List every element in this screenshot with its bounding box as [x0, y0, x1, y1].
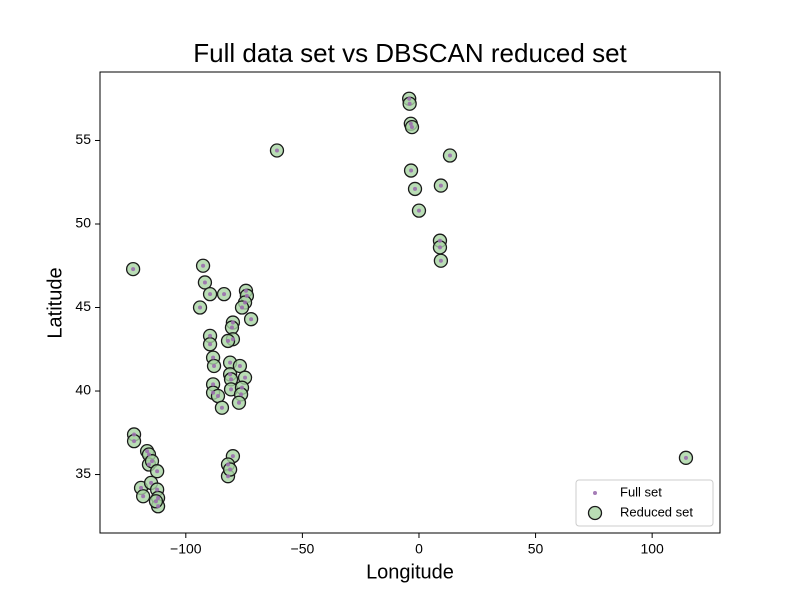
full-set-point [437, 238, 442, 243]
full-set-point [240, 305, 245, 310]
full-set-point [222, 292, 227, 297]
full-set-point [437, 245, 442, 250]
full-set-point [208, 292, 213, 297]
full-set-point [146, 452, 151, 457]
legend-label: Reduced set [620, 504, 693, 519]
full-set-point [228, 467, 233, 472]
full-set-point [202, 280, 207, 285]
y-axis-label: Latitude [44, 267, 66, 338]
full-set-point [226, 474, 231, 479]
full-set-point [146, 462, 151, 467]
x-tick-label: 50 [528, 541, 544, 557]
full-set-point [131, 267, 136, 272]
full-set-point [683, 455, 688, 460]
full-set-point [226, 462, 231, 467]
full-set-point [139, 485, 144, 490]
full-set-point [229, 377, 234, 382]
full-set-point [219, 405, 224, 410]
full-set-point [249, 317, 254, 322]
full-set-point [141, 494, 146, 499]
y-tick-label: 40 [75, 382, 91, 398]
full-set-point [132, 432, 137, 437]
plot-area [125, 91, 694, 514]
y-tick-label: 45 [75, 298, 91, 314]
full-set-point [228, 372, 233, 377]
full-set-point [145, 449, 150, 454]
full-set-point [243, 375, 248, 380]
full-set-point [438, 258, 443, 263]
full-set-point [156, 504, 161, 509]
full-set-point [229, 325, 234, 330]
full-set-point [211, 382, 216, 387]
full-set-point [149, 480, 154, 485]
legend-marker [587, 505, 603, 521]
full-set-point [208, 342, 213, 347]
full-set-point [155, 469, 160, 474]
full-set-point [447, 153, 452, 158]
full-set-point [230, 320, 235, 325]
full-set-point [408, 121, 413, 126]
x-tick-label: −100 [170, 541, 202, 557]
full-set-point [239, 392, 244, 397]
full-set-point [416, 208, 421, 213]
legend-box [575, 479, 714, 527]
x-tick-label: 100 [640, 541, 664, 557]
full-set-point [240, 385, 245, 390]
full-set-point [201, 263, 206, 268]
full-set-point [236, 400, 241, 405]
full-set-point [156, 495, 161, 500]
chart-title: Full data set vs DBSCAN reduced set [193, 38, 627, 68]
full-set-point [230, 454, 235, 459]
full-set-point [243, 288, 248, 293]
x-axis-label: Longitude [366, 561, 454, 583]
full-set-point [211, 355, 216, 360]
full-set-point [208, 333, 213, 338]
full-set-point [407, 96, 412, 101]
full-set-point [274, 148, 279, 153]
full-set-point [153, 499, 158, 504]
full-set-point [407, 101, 412, 106]
full-set-point [409, 168, 414, 173]
full-set-point [212, 363, 217, 368]
full-set-point [226, 338, 231, 343]
full-set-point [413, 186, 418, 191]
full-set-point [132, 439, 137, 444]
x-tick-label: 0 [415, 541, 423, 557]
plot-frame [99, 71, 721, 534]
full-set-point [230, 337, 235, 342]
full-set-point [211, 390, 216, 395]
full-set-point [228, 360, 233, 365]
full-set-point [149, 459, 154, 464]
x-tick-label: −50 [291, 541, 315, 557]
full-set-point [155, 487, 160, 492]
full-set-point [229, 387, 234, 392]
legend-label: Full set [620, 484, 662, 499]
legend-marker [593, 491, 597, 495]
y-tick-label: 50 [75, 215, 91, 231]
full-set-point [244, 293, 249, 298]
full-set-point [215, 394, 220, 399]
full-set-point [243, 300, 248, 305]
full-set-point [237, 363, 242, 368]
full-set-point [198, 305, 203, 310]
y-tick-label: 35 [75, 465, 91, 481]
full-set-point [438, 183, 443, 188]
y-tick-label: 55 [75, 131, 91, 147]
full-set-point [409, 125, 414, 130]
